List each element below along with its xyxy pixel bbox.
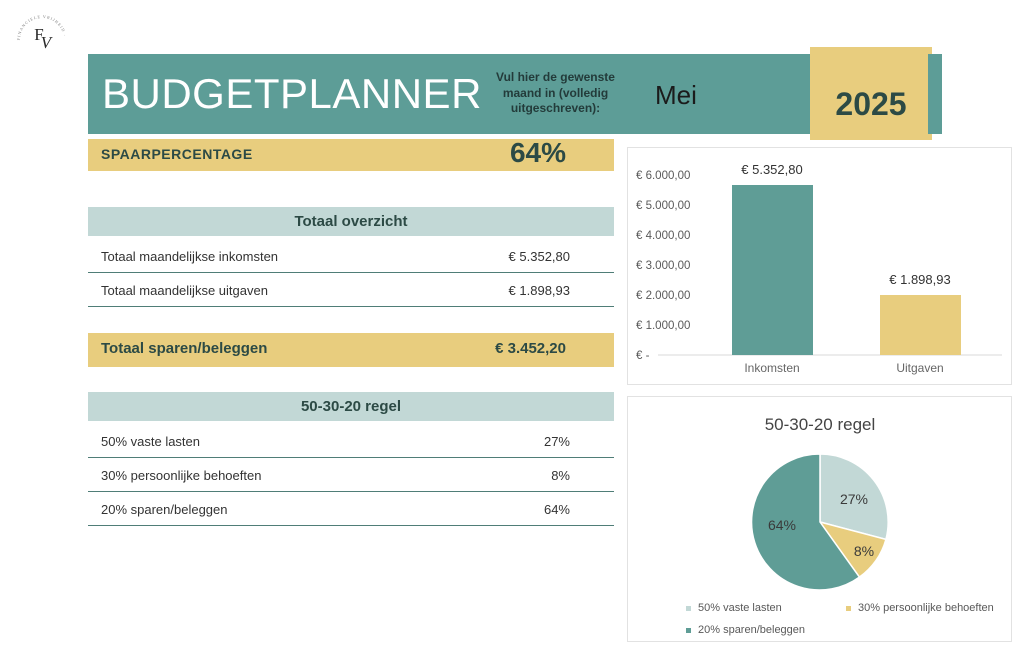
svg-text:€ -: € - xyxy=(636,350,650,362)
svg-text:€ 1.898,93: € 1.898,93 xyxy=(889,272,950,287)
svg-text:€ 6.000,00: € 6.000,00 xyxy=(636,170,690,182)
svg-text:Uitgaven: Uitgaven xyxy=(896,361,943,375)
svg-text:€ 5.352,80: € 5.352,80 xyxy=(741,162,802,177)
svg-text:€ 2.000,00: € 2.000,00 xyxy=(636,290,690,302)
svg-text:V: V xyxy=(41,33,54,52)
svg-text:30% persoonlijke behoeften: 30% persoonlijke behoeften xyxy=(858,602,994,614)
svg-text:27%: 27% xyxy=(840,491,868,507)
svg-text:20% sparen/beleggen: 20% sparen/beleggen xyxy=(698,624,805,636)
svg-text:64%: 64% xyxy=(768,517,796,533)
svg-text:€ 5.000,00: € 5.000,00 xyxy=(636,200,690,212)
svg-text:€ 4.000,00: € 4.000,00 xyxy=(636,230,690,242)
svg-text:8%: 8% xyxy=(854,543,874,559)
svg-text:50% vaste lasten: 50% vaste lasten xyxy=(698,602,782,614)
svg-text:€ 1.000,00: € 1.000,00 xyxy=(636,320,690,332)
svg-text:€ 3.000,00: € 3.000,00 xyxy=(636,260,690,272)
svg-text:Inkomsten: Inkomsten xyxy=(744,361,799,375)
svg-text:50-30-20 regel: 50-30-20 regel xyxy=(765,415,876,434)
